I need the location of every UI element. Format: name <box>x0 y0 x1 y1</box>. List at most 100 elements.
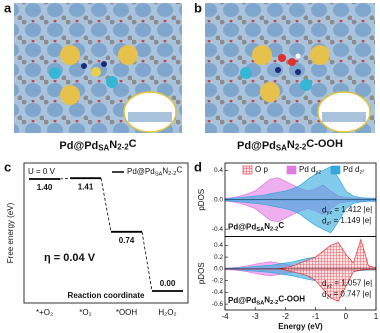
value-label: 1.40 <box>37 183 53 192</box>
text-part: d <box>322 279 326 288</box>
text-part: Pd@Pd <box>59 140 98 152</box>
panel-label: b <box>194 0 202 15</box>
panel-label: d <box>194 159 202 174</box>
structure-image <box>205 3 375 133</box>
panel-caption: Pd@PdSAN2-2C-OOH <box>237 138 343 152</box>
text-part: N <box>109 139 117 151</box>
text-part: 2-2 <box>117 143 129 152</box>
x-tick-label: 1 <box>374 312 379 321</box>
y-tick-label: 0.0 <box>214 196 223 203</box>
text-part: C <box>176 166 182 175</box>
text-part: SA <box>98 143 109 152</box>
text-part: z² <box>326 294 331 300</box>
text-part: SA <box>276 143 287 152</box>
text-part: d <box>322 217 326 226</box>
text-part: N <box>162 166 168 175</box>
text-part: SA <box>155 171 163 177</box>
text-part: 2-2 <box>270 226 278 232</box>
x-tick-label: *OOH <box>116 308 138 317</box>
text-part: z² <box>326 221 331 227</box>
y-tick-label: 0.2 <box>214 254 223 261</box>
text-part: = 1.149 |e| <box>331 216 371 225</box>
x-tick-label: 0 <box>344 312 349 321</box>
text-part: Pd d <box>299 165 315 174</box>
text-part: = 1.412 |e| <box>332 205 372 214</box>
charge-annotation: dz² = 1.149 |e| <box>322 216 371 227</box>
y-tick-label: 0.0 <box>214 266 223 273</box>
panel-system-label: Pd@PdSAN2-2C <box>228 221 284 232</box>
charge-annotation: dyz = 1.412 |e| <box>322 205 372 216</box>
legend-swatch <box>286 165 297 175</box>
text-part: 2-2 <box>295 143 307 152</box>
text-part: C-OOH <box>278 295 305 304</box>
plot-frame <box>23 162 189 304</box>
text-part: SA <box>256 300 264 306</box>
charge-annotation: dz² = 0.747 |e| <box>322 289 371 300</box>
panel-system-label: Pd@PdSAN2-2C-OOH <box>228 295 305 306</box>
pdos-area <box>224 199 377 234</box>
y-axis-title: Free energy (eV) <box>6 202 15 263</box>
value-label: 0.00 <box>160 279 176 288</box>
x-tick-label: -3 <box>252 312 260 321</box>
text-part: SA <box>256 227 264 233</box>
legend-swatch <box>330 165 341 175</box>
panel-label: a <box>4 0 12 15</box>
legend-label: Pd@PdSAN2-2C <box>127 166 182 177</box>
x-tick-label: *O₂ <box>79 308 91 317</box>
x-axis-title: Reaction coordinate <box>68 291 145 300</box>
pdos-area <box>225 238 377 270</box>
y-tick-label: -0.6 <box>212 301 224 308</box>
charge-annotation: dyz = 1.057 |e| <box>322 278 372 289</box>
annotation: U = 0 V <box>28 167 56 176</box>
x-axis-title: Energy (eV) <box>278 322 323 331</box>
structure-image <box>14 3 182 133</box>
text-part: Pd d <box>343 165 359 174</box>
text-part: = 1.057 |e| <box>332 278 372 287</box>
text-part: N <box>264 222 270 231</box>
y-axis-title: pDOS <box>197 262 206 284</box>
annotation: η = 0.04 V <box>44 252 96 264</box>
text-part: Pd@Pd <box>228 296 256 305</box>
y-tick-label: 0.4 <box>214 242 223 249</box>
text-part: 2-2 <box>168 171 176 177</box>
panel-caption: Pd@PdSAN2-2C <box>59 138 136 152</box>
connector <box>100 178 112 232</box>
pdos-area <box>224 166 377 201</box>
text-part: C <box>278 221 284 230</box>
y-tick-label: -0.2 <box>212 277 224 284</box>
text-part: Pd@Pd <box>127 167 155 176</box>
plot-frame <box>224 236 377 311</box>
y-tick-label: -0.4 <box>212 226 224 233</box>
text-part: Pd@Pd <box>228 223 256 232</box>
legend-label: O p <box>255 165 268 174</box>
text-part: yz <box>326 283 332 289</box>
x-tick-label: H₂O₂ <box>158 308 176 317</box>
text-part: yz <box>315 169 321 175</box>
legend-swatch <box>242 165 253 175</box>
text-part: C-OOH <box>306 138 343 150</box>
y-axis-title: pDOS <box>197 189 206 211</box>
connector <box>141 231 153 292</box>
x-tick-label: -1 <box>312 312 320 321</box>
text-part: N <box>264 295 270 304</box>
text-part: yz <box>326 210 332 216</box>
panel-label: c <box>4 159 11 174</box>
text-part: d <box>322 206 326 215</box>
legend-label: Pd dz² <box>343 165 364 175</box>
text-part: = 0.747 |e| <box>331 289 371 298</box>
y-tick-label: -0.4 <box>212 289 224 296</box>
text-part: Pd@Pd <box>237 140 276 152</box>
y-tick-label: 0.4 <box>214 167 223 174</box>
x-tick-label: -4 <box>221 312 229 321</box>
x-tick-label: *+O₂ <box>36 308 53 317</box>
value-label: 0.74 <box>119 236 135 245</box>
text-part: 2-2 <box>270 300 278 306</box>
text-part: O p <box>255 165 268 174</box>
text-part: C <box>129 138 137 150</box>
text-part: d <box>322 290 326 299</box>
value-label: 1.41 <box>78 182 94 191</box>
legend-label: Pd dyz <box>299 165 321 175</box>
text-part: N <box>287 139 295 151</box>
text-part: z² <box>359 169 364 175</box>
